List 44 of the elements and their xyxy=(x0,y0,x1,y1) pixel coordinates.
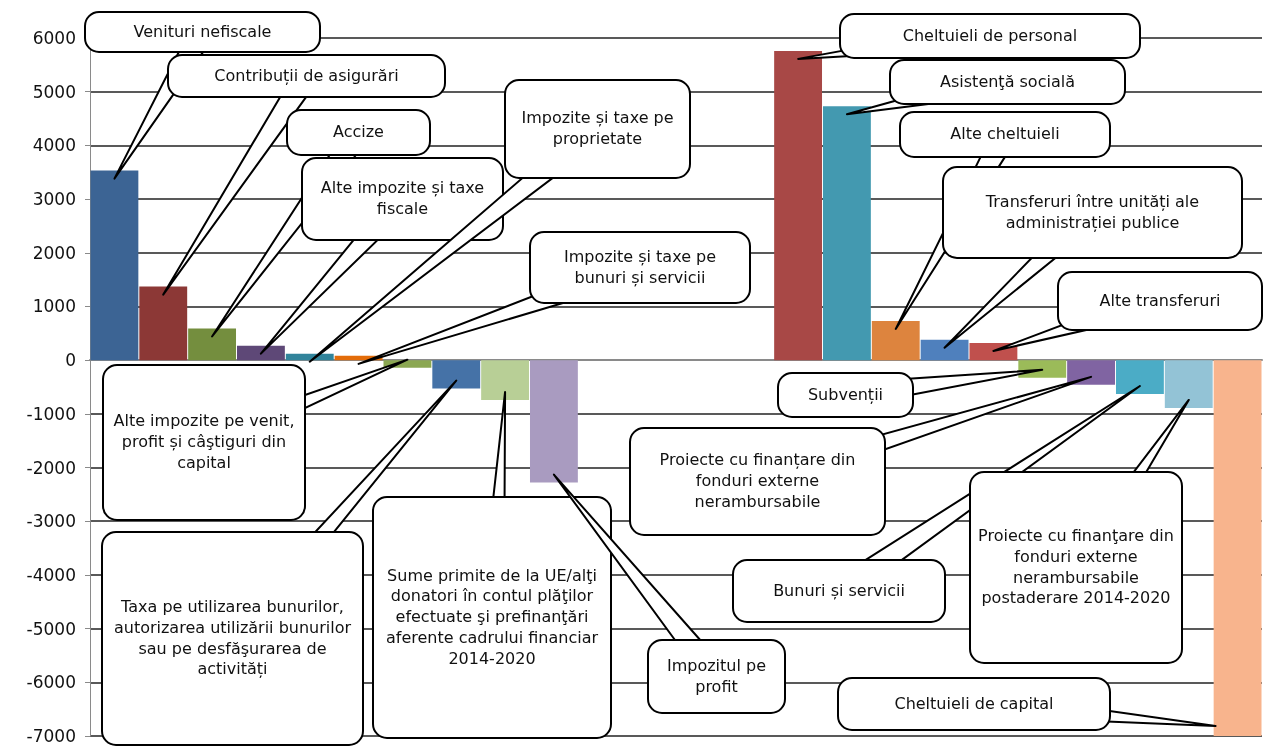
y-tick-label: 1000 xyxy=(32,296,76,317)
bar xyxy=(481,360,530,400)
annotation: Taxa pe utilizarea bunurilor, autorizarea utilizării bunurilor sau pe desfăşurarea de activități xyxy=(102,532,363,745)
annotation: Alte impozite și taxe fiscale xyxy=(302,158,503,240)
annotation: Asistenţă socială xyxy=(890,60,1125,104)
annotation: Impozite și taxe pe proprietate xyxy=(505,80,690,178)
y-tick-label: 0 xyxy=(65,350,76,371)
y-tick-label: 5000 xyxy=(32,81,76,102)
annotation: Proiecte cu finanțare din fonduri externe nerambursabile xyxy=(630,428,885,535)
annotation: Accize xyxy=(287,110,430,155)
annotation: Cheltuieli de personal xyxy=(840,14,1140,58)
y-tick-label: -1000 xyxy=(26,403,76,424)
y-tick-label: 4000 xyxy=(32,135,76,156)
bar xyxy=(1067,360,1116,385)
y-tick-label: -5000 xyxy=(26,618,76,639)
y-tick-label: 2000 xyxy=(32,242,76,263)
y-tick-label: 3000 xyxy=(32,189,76,210)
bar xyxy=(1213,360,1262,736)
y-tick-label: -4000 xyxy=(26,564,76,585)
y-tick-label: -2000 xyxy=(26,457,76,478)
annotation: Impozitul pe profit xyxy=(648,640,785,713)
bar xyxy=(188,328,237,361)
y-tick-label: -6000 xyxy=(26,672,76,693)
bar xyxy=(920,339,969,361)
y-tick-label: 6000 xyxy=(32,28,76,48)
y-tick-label: -3000 xyxy=(26,511,76,532)
annotation: Venituri nefiscale xyxy=(85,12,320,52)
y-tick-label: -7000 xyxy=(26,726,76,746)
annotation: Contribuții de asigurări xyxy=(168,55,445,97)
bar xyxy=(432,360,481,389)
annotation: Subvenții xyxy=(778,373,913,417)
annotation: Cheltuieli de capital xyxy=(838,678,1110,730)
annotation: Sume primite de la UE/alţi donatori în contul plăţilor efectuate şi prefinanţări aferente cadrului financiar 2014-2020 xyxy=(373,497,611,738)
bar xyxy=(1115,360,1164,394)
annotation: Alte impozite pe venit, profit și câştiguri din capital xyxy=(103,365,305,520)
annotation: Bunuri și servicii xyxy=(733,560,945,622)
annotation: Alte transferuri xyxy=(1058,272,1262,330)
bar xyxy=(871,320,920,361)
annotation: Impozite și taxe pe bunuri și servicii xyxy=(530,232,750,303)
annotation: Transferuri între unități ale administrației publice xyxy=(943,167,1242,258)
annotation: Proiecte cu finanţare din fonduri externe nerambursabile postaderare 2014-2020 xyxy=(970,472,1182,663)
bar xyxy=(139,286,188,361)
annotation: Alte cheltuieli xyxy=(900,112,1110,157)
bar xyxy=(236,345,285,361)
